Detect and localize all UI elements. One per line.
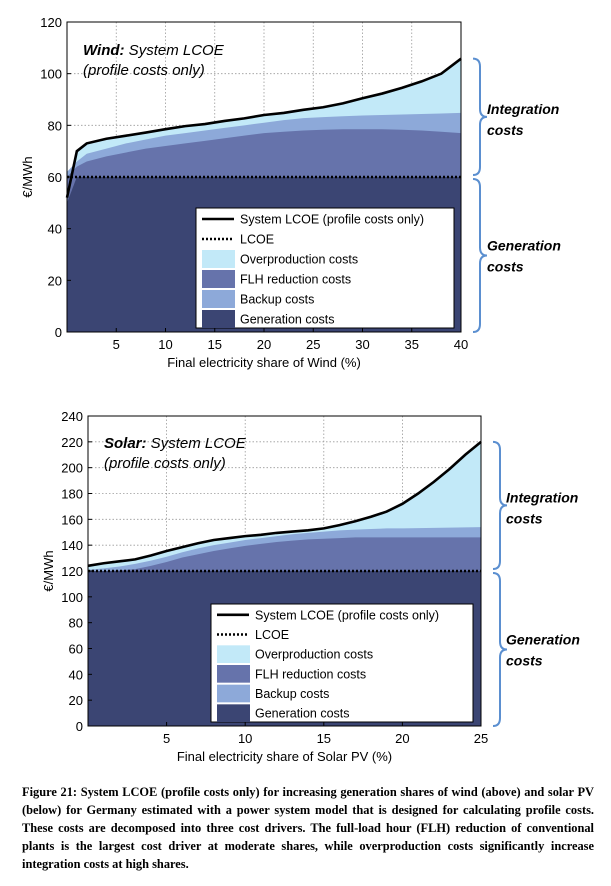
solar-ytick-label: 60 <box>69 642 83 657</box>
solar-ytick-label: 40 <box>69 667 83 682</box>
solar-xtick-label: 25 <box>474 731 488 746</box>
wind-ytick-label: 80 <box>48 118 62 133</box>
caption-label: Figure 21: <box>22 785 78 799</box>
solar-ytick-label: 0 <box>76 719 83 734</box>
wind-legend-swatch <box>202 310 235 328</box>
solar-system-lcoe-line <box>87 440 482 568</box>
solar-chart-subtitle: (profile costs only) <box>104 455 226 472</box>
wind-legend-label: System LCOE (profile costs only) <box>240 213 424 227</box>
solar-title-rest: System LCOE <box>147 435 247 452</box>
solar-chart: 5 10 15 20 25 0 20 40 60 80 100 120 140 160 180 200 220 2… <box>41 409 580 764</box>
wind-xtick-label: 15 <box>208 337 222 352</box>
wind-legend-label: LCOE <box>240 233 274 247</box>
wind-legend-label: Backup costs <box>240 293 314 307</box>
wind-xtick-label: 20 <box>257 337 271 352</box>
solar-ytick-label: 100 <box>61 590 83 605</box>
wind-legend-label: Generation costs <box>240 313 335 327</box>
solar-ytick-label: 180 <box>61 487 83 502</box>
wind-legend-label: FLH reduction costs <box>240 273 351 287</box>
wind-xtick-label: 35 <box>405 337 419 352</box>
solar-xlabel: Final electricity share of Solar PV (%) <box>177 749 392 764</box>
wind-ytick-label: 40 <box>48 222 62 237</box>
solar-legend-swatch <box>217 645 250 663</box>
solar-ytick-label: 120 <box>61 564 83 579</box>
solar-legend-label: System LCOE (profile costs only) <box>255 608 439 622</box>
wind-xtick-label: 10 <box>158 337 172 352</box>
solar-legend-swatch <box>217 684 250 703</box>
solar-xtick-label: 5 <box>163 731 170 746</box>
solar-title-bold: Solar: <box>104 435 147 452</box>
solar-xtick-label: 20 <box>395 731 409 746</box>
wind-xtick-label: 5 <box>113 337 120 352</box>
wind-brace-integration <box>472 57 488 176</box>
solar-legend-label: FLH reduction costs <box>255 667 366 681</box>
wind-chart: 5 10 15 20 25 30 35 40 0 20 40 60 80 100 120 Final elec… <box>20 15 561 370</box>
solar-ytick-label: 160 <box>61 512 83 527</box>
wind-legend-swatch <box>202 250 235 268</box>
wind-xtick-label: 25 <box>306 337 320 352</box>
wind-ylabel: €/MWh <box>20 156 35 197</box>
wind-ytick-label: 0 <box>55 325 62 340</box>
wind-ytick-label: 100 <box>40 67 62 82</box>
solar-xtick-label: 10 <box>238 731 252 746</box>
caption-text: System LCOE (profile costs only) for inc… <box>22 785 594 871</box>
wind-brace-generation <box>472 178 488 333</box>
wind-legend-swatch <box>202 270 235 288</box>
solar-ytick-label: 20 <box>69 693 83 708</box>
wind-legend-label: Overproduction costs <box>240 253 358 267</box>
wind-integration-label: Integration <box>487 101 559 117</box>
solar-legend-swatch <box>217 665 250 683</box>
solar-legend-swatch <box>217 704 250 722</box>
solar-legend-label: LCOE <box>255 628 289 642</box>
solar-integration-label: Integration <box>506 489 578 505</box>
wind-generation-label: Generation <box>487 238 561 254</box>
wind-legend-swatch <box>202 290 235 308</box>
wind-xlabel: Final electricity share of Wind (%) <box>167 355 361 370</box>
solar-legend-box <box>210 603 474 723</box>
wind-title-rest: System LCOE <box>125 42 225 59</box>
solar-chart-title: Solar: System LCOE <box>104 435 247 452</box>
solar-ytick-label: 200 <box>61 461 83 476</box>
solar-legend-label: Generation costs <box>255 707 350 721</box>
wind-legend-box <box>195 207 455 329</box>
solar-integration-label-line2: costs <box>506 510 543 526</box>
solar-ylabel: €/MWh <box>41 550 56 591</box>
solar-xtick-label: 15 <box>317 731 331 746</box>
wind-integration-label-line2: costs <box>487 122 524 138</box>
wind-chart-title: Wind: System LCOE <box>83 42 225 59</box>
wind-title-bold: Wind: <box>83 42 125 59</box>
wind-generation-label-line2: costs <box>487 259 524 275</box>
solar-legend-label: Backup costs <box>255 687 329 701</box>
solar-legend-label: Overproduction costs <box>255 648 373 662</box>
solar-generation-label: Generation <box>506 632 580 648</box>
solar-ytick-label: 80 <box>69 616 83 631</box>
solar-ytick-label: 140 <box>61 538 83 553</box>
figure-caption: Figure 21: System LCOE (profile costs on… <box>22 783 594 873</box>
solar-ytick-label: 220 <box>61 435 83 450</box>
wind-chart-subtitle: (profile costs only) <box>83 62 205 79</box>
solar-brace-integration <box>492 440 508 570</box>
solar-ytick-label: 240 <box>61 409 83 424</box>
wind-ytick-label: 60 <box>48 170 62 185</box>
solar-generation-label-line2: costs <box>506 653 543 669</box>
wind-system-lcoe-line <box>65 57 462 198</box>
wind-xtick-label: 30 <box>355 337 369 352</box>
wind-ytick-label: 120 <box>40 15 62 30</box>
wind-ytick-label: 20 <box>48 273 62 288</box>
wind-xtick-label: 40 <box>454 337 468 352</box>
solar-brace-generation <box>492 572 508 727</box>
